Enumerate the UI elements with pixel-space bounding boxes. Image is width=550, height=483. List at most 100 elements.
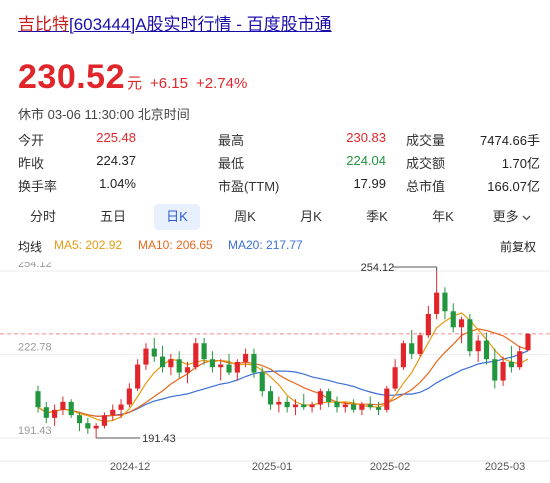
stat-label: 换手率 bbox=[18, 179, 58, 194]
stats-grid: 今开 225.48 最高 230.83 成交量 7474.66手 昨收 224.37 最… bbox=[18, 128, 540, 197]
candle-body bbox=[334, 401, 340, 408]
stat-label: 总市值 bbox=[406, 179, 446, 194]
candle-body bbox=[267, 391, 274, 405]
candle-body bbox=[351, 404, 357, 410]
stat-value: 17.99 bbox=[353, 176, 386, 191]
candle-body bbox=[176, 359, 182, 373]
candle-body bbox=[517, 351, 523, 368]
stats-row: 昨收 224.37 最低 224.04 成交额 1.70亿 bbox=[18, 151, 540, 174]
candle-body bbox=[118, 404, 124, 410]
stat-label: 最高 bbox=[218, 133, 245, 148]
candle-body bbox=[367, 404, 373, 408]
candle-body bbox=[151, 348, 157, 357]
candle-body bbox=[251, 353, 257, 373]
candle-body bbox=[52, 409, 58, 418]
stat-cell: 成交额 1.70亿 bbox=[406, 153, 540, 172]
candle-body bbox=[168, 359, 174, 368]
stat-value: 7474.66手 bbox=[480, 133, 540, 148]
y-tick-label: 254.12 bbox=[18, 262, 52, 270]
candle-body bbox=[143, 348, 149, 365]
tab-more[interactable]: 更多 bbox=[484, 204, 540, 230]
x-tick-label: 2025-02 bbox=[370, 461, 410, 473]
candle-body bbox=[425, 313, 431, 336]
quote-row: 230.52 元 +6.15 +2.74% bbox=[18, 58, 247, 97]
candle-body bbox=[110, 409, 116, 416]
candles bbox=[35, 271, 531, 438]
y-tick-label: 191.43 bbox=[18, 425, 52, 437]
tab-quarterly-k[interactable]: 季K bbox=[366, 209, 388, 224]
candle-body bbox=[201, 343, 207, 360]
stat-label: 成交额 bbox=[406, 156, 446, 171]
candle-body bbox=[483, 340, 490, 360]
stat-label: 成交量 bbox=[406, 133, 446, 148]
legend-ma10: MA10: 206.65 bbox=[138, 238, 213, 252]
candle-body bbox=[85, 423, 91, 429]
kline-chart: 254.12 222.78 191.43 2024-12 2025-01 2025-02 2… bbox=[0, 262, 550, 473]
candle-body bbox=[375, 407, 382, 410]
current-price: 230.52 bbox=[18, 58, 125, 96]
low-label: 191.43 bbox=[142, 433, 176, 445]
tab-monthly-k[interactable]: 月K bbox=[300, 209, 322, 224]
candle-body bbox=[492, 359, 498, 381]
candle-body bbox=[209, 359, 215, 368]
candle-body bbox=[475, 340, 481, 352]
candle-body bbox=[226, 364, 232, 373]
page-title-link[interactable]: 吉比特[603444]A股实时行情 - 百度股市通 bbox=[18, 10, 332, 35]
stat-value: 224.37 bbox=[96, 153, 136, 168]
legend-ma5: MA5: 202.92 bbox=[54, 238, 123, 252]
candle-body bbox=[359, 404, 365, 410]
candle-body bbox=[243, 353, 249, 362]
tab-more-label: 更多 bbox=[492, 209, 519, 224]
ma-lines bbox=[37, 312, 529, 423]
ma20-line bbox=[37, 350, 529, 417]
candle-body bbox=[384, 388, 390, 410]
candle-body bbox=[259, 372, 265, 392]
candle-body bbox=[126, 388, 132, 405]
high-label: 254.12 bbox=[361, 262, 395, 274]
candle-body bbox=[508, 361, 514, 368]
stat-label: 今开 bbox=[18, 133, 45, 148]
candle-body bbox=[76, 415, 83, 424]
price-change: +6.15 bbox=[150, 75, 188, 92]
candle-body bbox=[234, 361, 240, 373]
ma5-line bbox=[37, 312, 529, 423]
candle-body bbox=[442, 292, 448, 312]
candle-body bbox=[417, 335, 423, 354]
tab-timeshare[interactable]: 分时 bbox=[29, 209, 56, 224]
ma10-line bbox=[37, 328, 529, 417]
stock-name: 吉比特 bbox=[18, 15, 69, 34]
stat-label: 市盈(TTM) bbox=[218, 179, 280, 194]
candle-body bbox=[326, 391, 332, 402]
x-tick-label: 2024-12 bbox=[110, 461, 150, 473]
candle-body bbox=[301, 404, 307, 408]
tab-yearly-k[interactable]: 年K bbox=[432, 209, 454, 224]
candle-body bbox=[43, 407, 49, 418]
candle-body bbox=[292, 404, 299, 408]
stat-cell: 市盈(TTM) 17.99 bbox=[218, 176, 386, 195]
tab-weekly-k[interactable]: 周K bbox=[234, 209, 256, 224]
candle-body bbox=[392, 367, 398, 389]
stat-value: 166.07亿 bbox=[487, 179, 540, 194]
stat-cell: 总市值 166.07亿 bbox=[406, 176, 540, 195]
chevron-down-icon bbox=[522, 215, 531, 220]
candle-body bbox=[135, 364, 141, 389]
stat-label: 昨收 bbox=[18, 156, 45, 171]
candle-body bbox=[193, 343, 199, 368]
x-tick-label: 2025-03 bbox=[485, 461, 525, 473]
adjust-toggle[interactable]: 前复权 bbox=[500, 240, 537, 254]
candle-body bbox=[409, 343, 415, 354]
tab-five-day[interactable]: 五日 bbox=[99, 209, 126, 224]
candle-body bbox=[93, 425, 99, 429]
candle-body bbox=[342, 404, 348, 408]
legend-title: 均线 bbox=[18, 240, 43, 254]
stat-value: 230.83 bbox=[346, 130, 386, 145]
stats-row: 换手率 1.04% 市盈(TTM) 17.99 总市值 166.07亿 bbox=[18, 174, 540, 197]
stats-row: 今开 225.48 最高 230.83 成交量 7474.66手 bbox=[18, 128, 540, 151]
tab-daily-k[interactable]: 日K bbox=[154, 204, 200, 230]
stat-value: 225.48 bbox=[96, 130, 136, 145]
stat-cell: 成交量 7474.66手 bbox=[406, 130, 540, 149]
x-tick-label: 2025-01 bbox=[252, 461, 292, 473]
candle-body bbox=[101, 415, 108, 426]
stat-cell: 今开 225.48 bbox=[18, 130, 136, 149]
title-suffix: A股实时行情 - 百度股市通 bbox=[135, 15, 332, 34]
